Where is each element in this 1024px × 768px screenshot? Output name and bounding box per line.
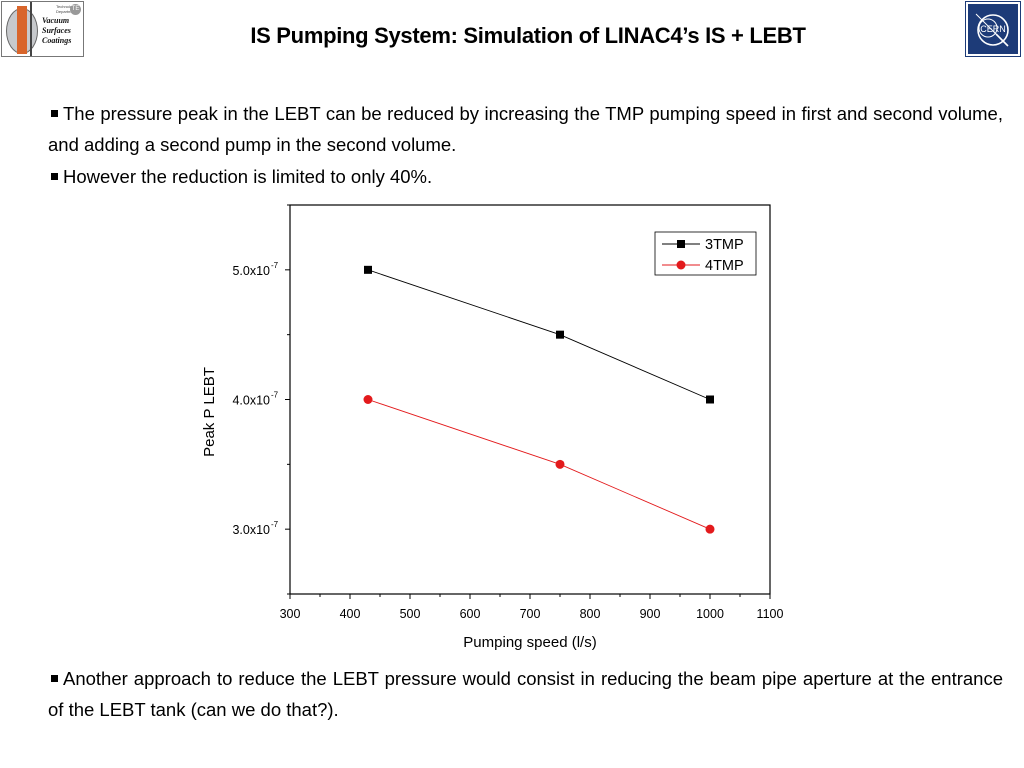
x-tick-label: 500 bbox=[400, 607, 421, 621]
bullet-text-3: Another approach to reduce the LEBT pres… bbox=[48, 668, 1003, 720]
bullet-square-icon bbox=[51, 110, 58, 118]
x-axis: 300 400 500 600 700 800 900 1000 1100 bbox=[280, 594, 784, 621]
x-tick-label: 600 bbox=[460, 607, 481, 621]
y-tick-label: 5.0x10 bbox=[232, 264, 270, 278]
x-tick-label: 900 bbox=[640, 607, 661, 621]
bullet-point-2: However the reduction is limited to only… bbox=[48, 161, 1003, 192]
legend-box bbox=[654, 231, 757, 276]
data-point-square bbox=[677, 240, 685, 248]
x-tick-label: 1000 bbox=[696, 607, 724, 621]
logo-badge: TE bbox=[70, 4, 81, 15]
cern-logo: CERN bbox=[965, 1, 1021, 57]
series-line-4tmp bbox=[367, 399, 711, 530]
series-line-3tmp bbox=[367, 269, 711, 400]
x-tick-label: 300 bbox=[280, 607, 301, 621]
y-tick-exponent: -7 bbox=[271, 391, 279, 400]
x-tick-label: 700 bbox=[520, 607, 541, 621]
y-axis: 3.0x10 -74.0x10 -75.0x10 -7 bbox=[232, 204, 290, 595]
x-axis-label: Pumping speed (l/s) bbox=[463, 634, 596, 651]
bullet-point-1: The pressure peak in the LEBT can be red… bbox=[48, 98, 1003, 160]
data-point-circle bbox=[363, 395, 373, 404]
x-tick-label: 400 bbox=[340, 607, 361, 621]
slide-title: IS Pumping System: Simulation of LINAC4’… bbox=[250, 23, 806, 48]
bullet-square-icon bbox=[51, 173, 58, 181]
bullet-text-2: However the reduction is limited to only… bbox=[63, 166, 433, 187]
y-tick-label: 3.0x10 bbox=[232, 523, 270, 537]
x-tick-label: 1100 bbox=[757, 607, 784, 621]
data-point-circle bbox=[705, 524, 715, 534]
data-point-square bbox=[706, 395, 714, 404]
department-logo: Technology Department TE Vacuum Surfaces… bbox=[1, 1, 84, 57]
logo-line-shape bbox=[30, 2, 32, 56]
data-point-circle bbox=[676, 260, 686, 270]
logo-bar-shape bbox=[17, 6, 27, 54]
bullet-square-icon bbox=[51, 675, 58, 683]
chart-legend: 3TMP 4TMP bbox=[654, 231, 757, 276]
data-point-circle bbox=[555, 459, 565, 469]
y-tick-exponent: -7 bbox=[271, 520, 279, 529]
y-tick-label: 4.0x10 bbox=[232, 394, 270, 408]
data-point-square bbox=[556, 330, 564, 339]
legend-label: 3TMP bbox=[705, 237, 744, 253]
series-layer bbox=[363, 265, 715, 534]
logo-small-text: Technology Department bbox=[56, 4, 77, 14]
data-point-square bbox=[364, 265, 372, 274]
y-tick-exponent: -7 bbox=[271, 261, 279, 270]
bullet-point-3: Another approach to reduce the LEBT pres… bbox=[48, 663, 1003, 725]
bullet-text-1: The pressure peak in the LEBT can be red… bbox=[48, 103, 1003, 155]
x-tick-label: 800 bbox=[580, 607, 601, 621]
y-axis-label: Peak P LEBT bbox=[201, 367, 218, 457]
logo-text: Vacuum Surfaces Coatings bbox=[42, 16, 72, 45]
legend-label: 4TMP bbox=[705, 258, 744, 274]
cern-logo-icon: CERN bbox=[975, 13, 1009, 47]
cern-logo-text: CERN bbox=[980, 24, 1006, 34]
